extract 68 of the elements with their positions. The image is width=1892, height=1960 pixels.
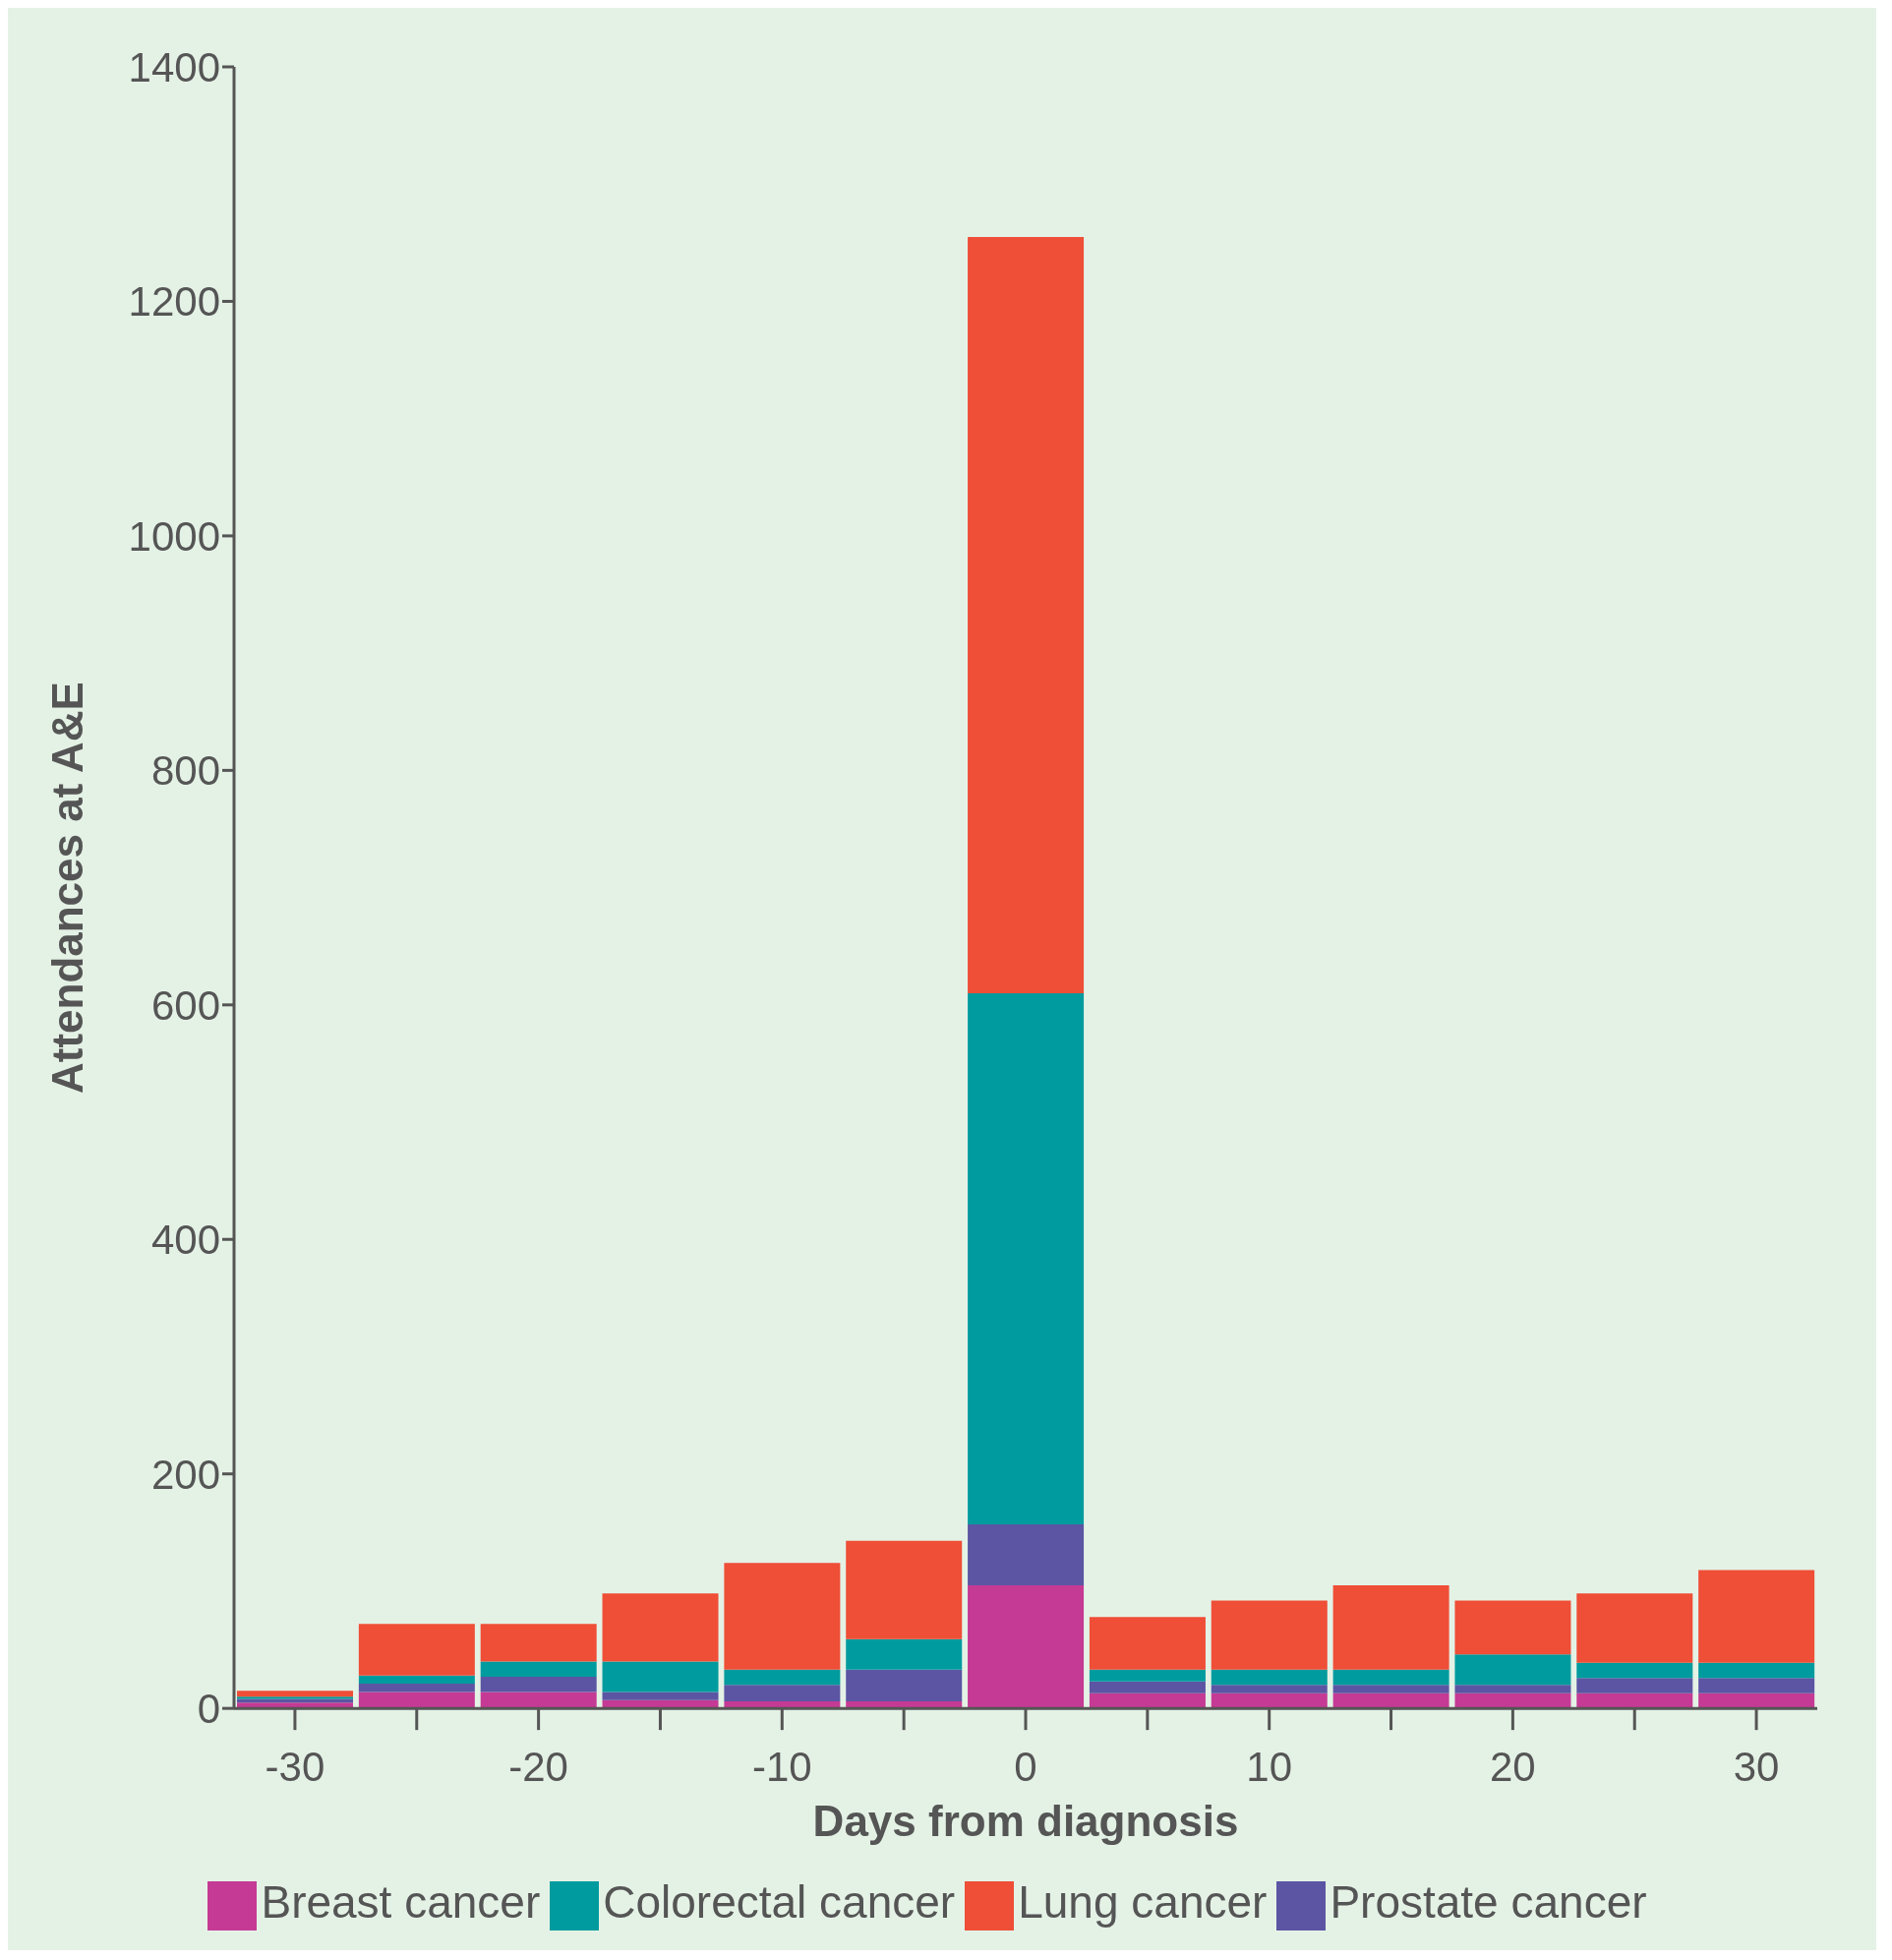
legend-label: Prostate cancer (1330, 1876, 1647, 1929)
x-tick-label: 0 (1014, 1743, 1037, 1790)
bar (602, 1692, 719, 1700)
bar (724, 1685, 841, 1701)
bar (1089, 1617, 1206, 1670)
y-tick-label: 800 (150, 747, 220, 795)
bar (724, 1563, 841, 1670)
bar (480, 1692, 597, 1709)
x-tick-label: -30 (265, 1743, 325, 1790)
bar (358, 1675, 475, 1685)
y-tick-label: 600 (150, 981, 220, 1029)
bar (1698, 1570, 1815, 1663)
y-tick-label: 0 (197, 1686, 220, 1733)
bar (968, 992, 1085, 1524)
legend-label: Lung cancer (1018, 1876, 1268, 1929)
bar (1576, 1693, 1693, 1709)
bar (1332, 1693, 1449, 1709)
bar (1089, 1669, 1206, 1682)
bar (1332, 1584, 1449, 1670)
bar (237, 1691, 353, 1697)
bar (1454, 1685, 1571, 1693)
bar (1576, 1593, 1693, 1663)
bar (1332, 1685, 1449, 1693)
bar (480, 1661, 597, 1677)
bar (602, 1593, 719, 1662)
bar (1211, 1685, 1328, 1693)
y-tick-label: 1400 (128, 43, 220, 90)
bar (237, 1696, 353, 1699)
bar (724, 1669, 841, 1686)
bar (1089, 1693, 1206, 1709)
y-tick-label: 1200 (128, 278, 220, 326)
bar (1454, 1654, 1571, 1686)
bar (1698, 1678, 1815, 1693)
y-axis-title: Attendances at A&E (42, 682, 91, 1095)
legend-label: Colorectal cancer (603, 1876, 956, 1929)
y-tick-label: 200 (150, 1451, 220, 1498)
bar (480, 1676, 597, 1693)
x-tick-label: 20 (1490, 1743, 1536, 1790)
bar (1332, 1669, 1449, 1686)
bar (1089, 1681, 1206, 1693)
y-tick-label: 1000 (128, 512, 220, 560)
x-tick-label: -20 (508, 1743, 568, 1790)
bar (602, 1661, 719, 1693)
bar (1211, 1669, 1328, 1686)
bar (968, 236, 1085, 993)
bar (1698, 1693, 1815, 1709)
bar (358, 1692, 475, 1709)
x-tick-label: -10 (751, 1743, 812, 1790)
bar (1698, 1662, 1815, 1679)
bar (1576, 1678, 1693, 1693)
bar (1211, 1600, 1328, 1670)
legend-label: Breast cancer (261, 1876, 541, 1929)
bar (846, 1638, 963, 1670)
bar (846, 1669, 963, 1701)
x-tick-label: 10 (1246, 1743, 1293, 1790)
bar (1454, 1693, 1571, 1709)
x-axis-title: Days from diagnosis (812, 1797, 1239, 1846)
bar (1576, 1662, 1693, 1679)
bar (968, 1523, 1085, 1585)
bar (358, 1624, 475, 1676)
bar (480, 1624, 597, 1662)
x-tick-label: 30 (1733, 1743, 1780, 1790)
y-tick-label: 400 (150, 1217, 220, 1264)
bar (1211, 1693, 1328, 1709)
bar (358, 1684, 475, 1693)
bar (1454, 1600, 1571, 1655)
bar (968, 1584, 1085, 1709)
bar (846, 1540, 963, 1639)
